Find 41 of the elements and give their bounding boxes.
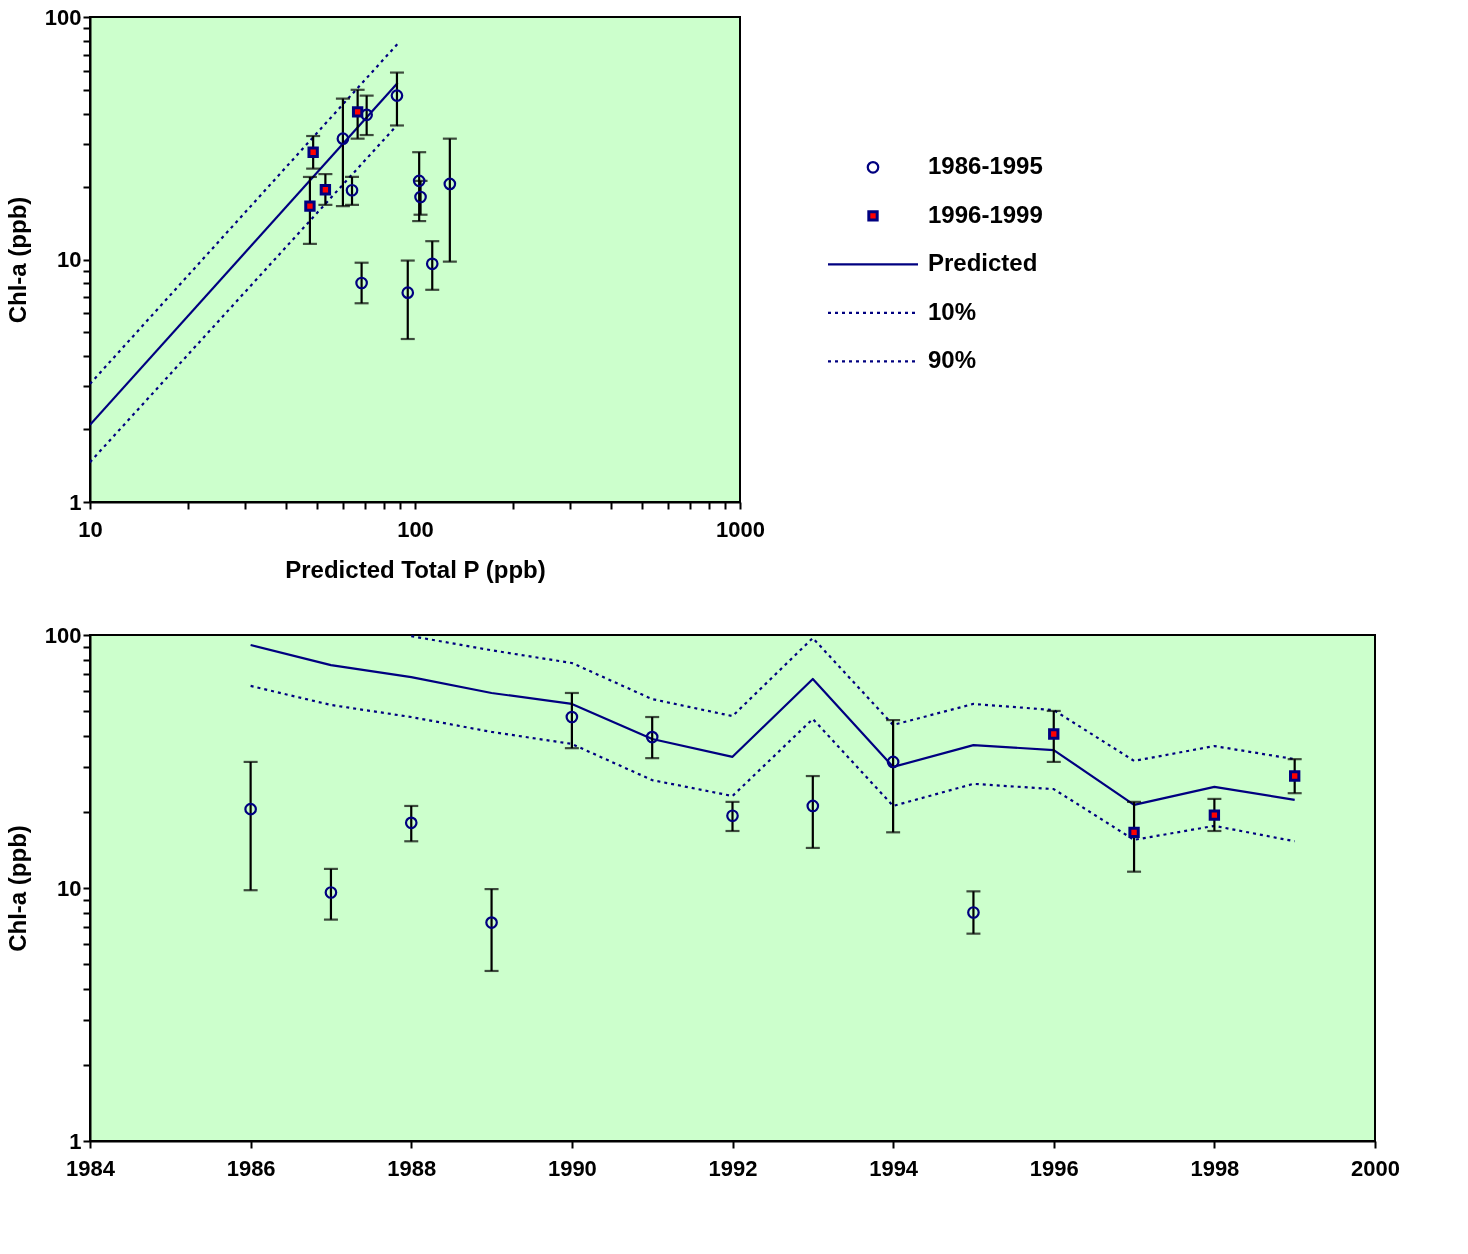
legend-label: Predicted <box>928 249 1038 277</box>
y-tick-label: 10 <box>57 875 82 901</box>
point <box>1128 826 1140 838</box>
x-tick-label: 100 <box>397 516 434 542</box>
point <box>806 799 820 813</box>
y-tick-label: 1 <box>69 489 82 515</box>
legend-label: 10% <box>928 297 977 325</box>
point <box>645 730 659 744</box>
point <box>1208 809 1221 821</box>
y-tick-label: 100 <box>44 622 82 648</box>
y-axis-title: Chl-a (ppb) <box>3 825 31 952</box>
x-tick-label: 1994 <box>869 1155 919 1181</box>
point <box>1048 728 1060 740</box>
point <box>886 755 900 769</box>
x-tick-label: 1984 <box>66 1155 116 1181</box>
point <box>324 886 338 899</box>
legend-label: 1996-1999 <box>928 200 1043 228</box>
x-tick-label: 1990 <box>547 1155 597 1181</box>
x-tick-label: 1992 <box>708 1155 758 1181</box>
x-tick-label: 1986 <box>226 1155 276 1181</box>
y-tick-label: 10 <box>57 247 82 272</box>
y-tick-label: 100 <box>44 4 82 30</box>
x-tick-label: 1998 <box>1190 1155 1240 1181</box>
legend-label: 90% <box>928 346 977 374</box>
point <box>404 816 418 830</box>
x-tick-label: 1996 <box>1029 1155 1079 1181</box>
point <box>485 916 498 929</box>
point <box>1289 770 1301 782</box>
x-tick-label: 1000 <box>716 516 765 542</box>
point <box>244 802 257 816</box>
x-tick-label: 2000 <box>1351 1155 1400 1181</box>
y-tick-label: 1 <box>69 1128 82 1154</box>
legend-label: 1986-1995 <box>928 152 1043 180</box>
line-series <box>249 684 1296 843</box>
y-axis-title: Chl-a (ppb) <box>3 196 31 324</box>
point <box>967 906 980 919</box>
line-series <box>249 643 1296 807</box>
point <box>726 809 739 823</box>
point <box>565 710 579 724</box>
x-tick-label: 1988 <box>387 1155 437 1181</box>
x-axis-title: Predicted Total P (ppb) <box>285 555 546 583</box>
